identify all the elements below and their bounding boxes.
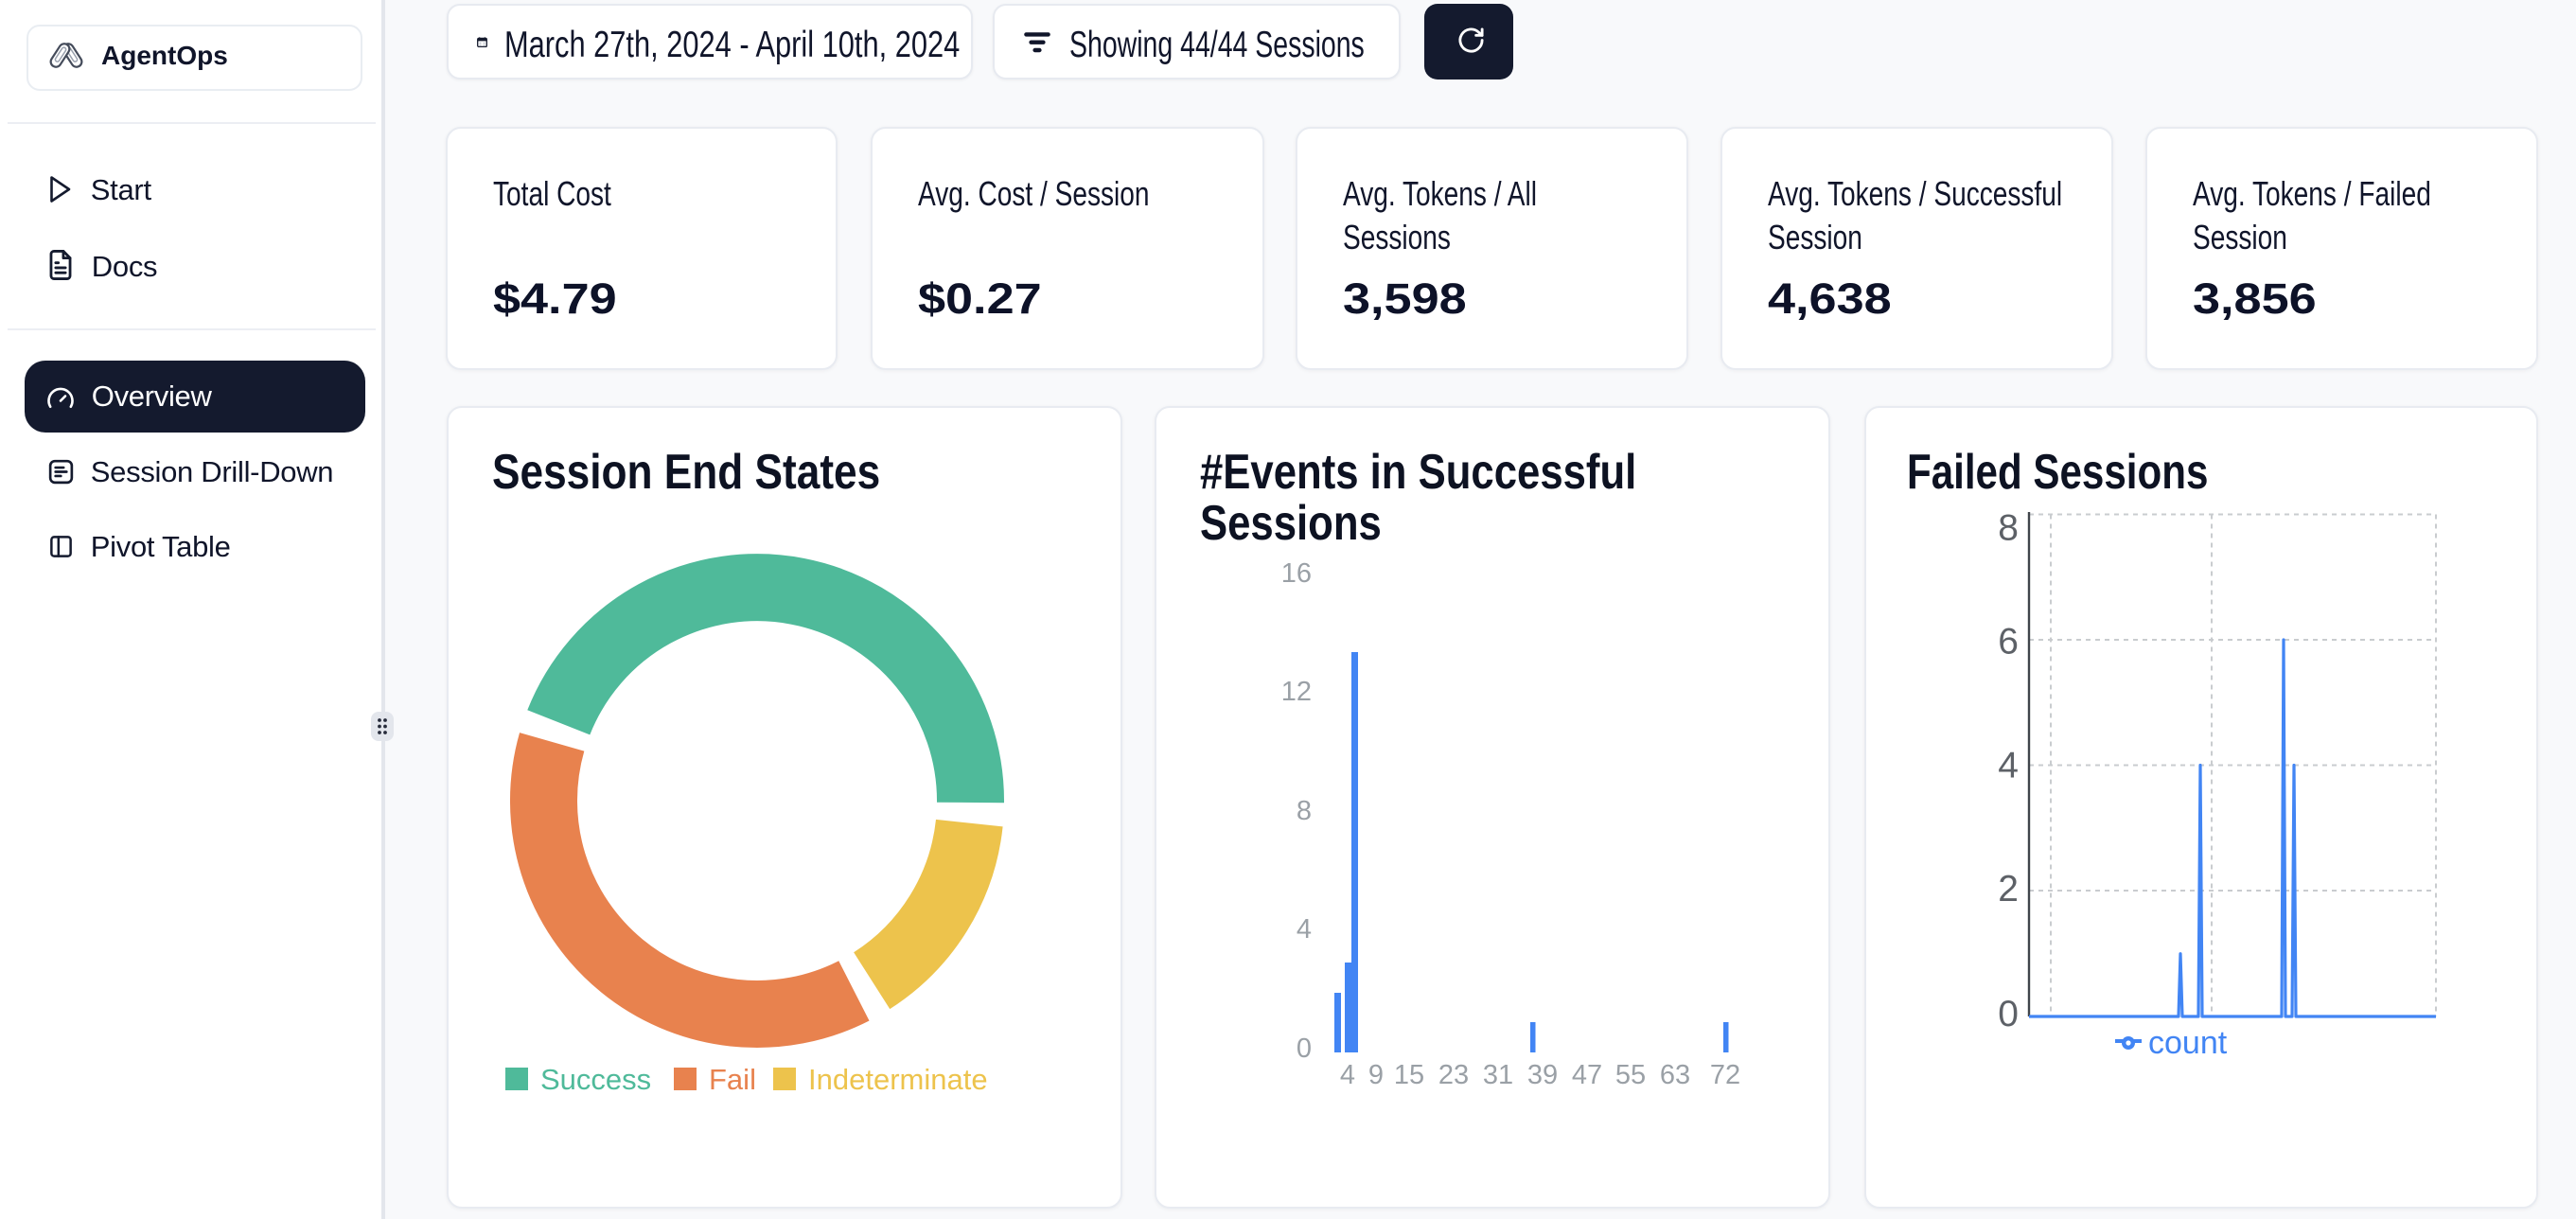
svg-text:39: 39 bbox=[1527, 1060, 1558, 1090]
svg-text:9: 9 bbox=[1368, 1060, 1384, 1090]
svg-text:16: 16 bbox=[1281, 558, 1312, 589]
svg-text:Success: Success bbox=[540, 1063, 651, 1096]
svg-text:55: 55 bbox=[1615, 1060, 1646, 1090]
svg-text:4: 4 bbox=[1340, 1060, 1355, 1090]
svg-text:31: 31 bbox=[1483, 1060, 1513, 1090]
svg-text:47: 47 bbox=[1572, 1060, 1602, 1090]
svg-text:63: 63 bbox=[1660, 1060, 1690, 1090]
svg-text:8: 8 bbox=[1998, 508, 2019, 549]
svg-text:0: 0 bbox=[1998, 994, 2019, 1034]
svg-text:8: 8 bbox=[1297, 796, 1312, 826]
svg-text:23: 23 bbox=[1438, 1060, 1469, 1090]
svg-text:12: 12 bbox=[1281, 677, 1312, 707]
svg-text:4: 4 bbox=[1998, 746, 2019, 786]
svg-text:4: 4 bbox=[1297, 914, 1312, 945]
svg-text:Fail: Fail bbox=[709, 1063, 756, 1096]
svg-text:count: count bbox=[2148, 1025, 2228, 1061]
svg-text:6: 6 bbox=[1998, 622, 2019, 662]
svg-text:72: 72 bbox=[1710, 1060, 1740, 1090]
svg-text:0: 0 bbox=[1297, 1034, 1312, 1064]
svg-text:Indeterminate: Indeterminate bbox=[808, 1063, 988, 1096]
svg-text:2: 2 bbox=[1998, 869, 2019, 910]
svg-text:15: 15 bbox=[1394, 1060, 1424, 1090]
